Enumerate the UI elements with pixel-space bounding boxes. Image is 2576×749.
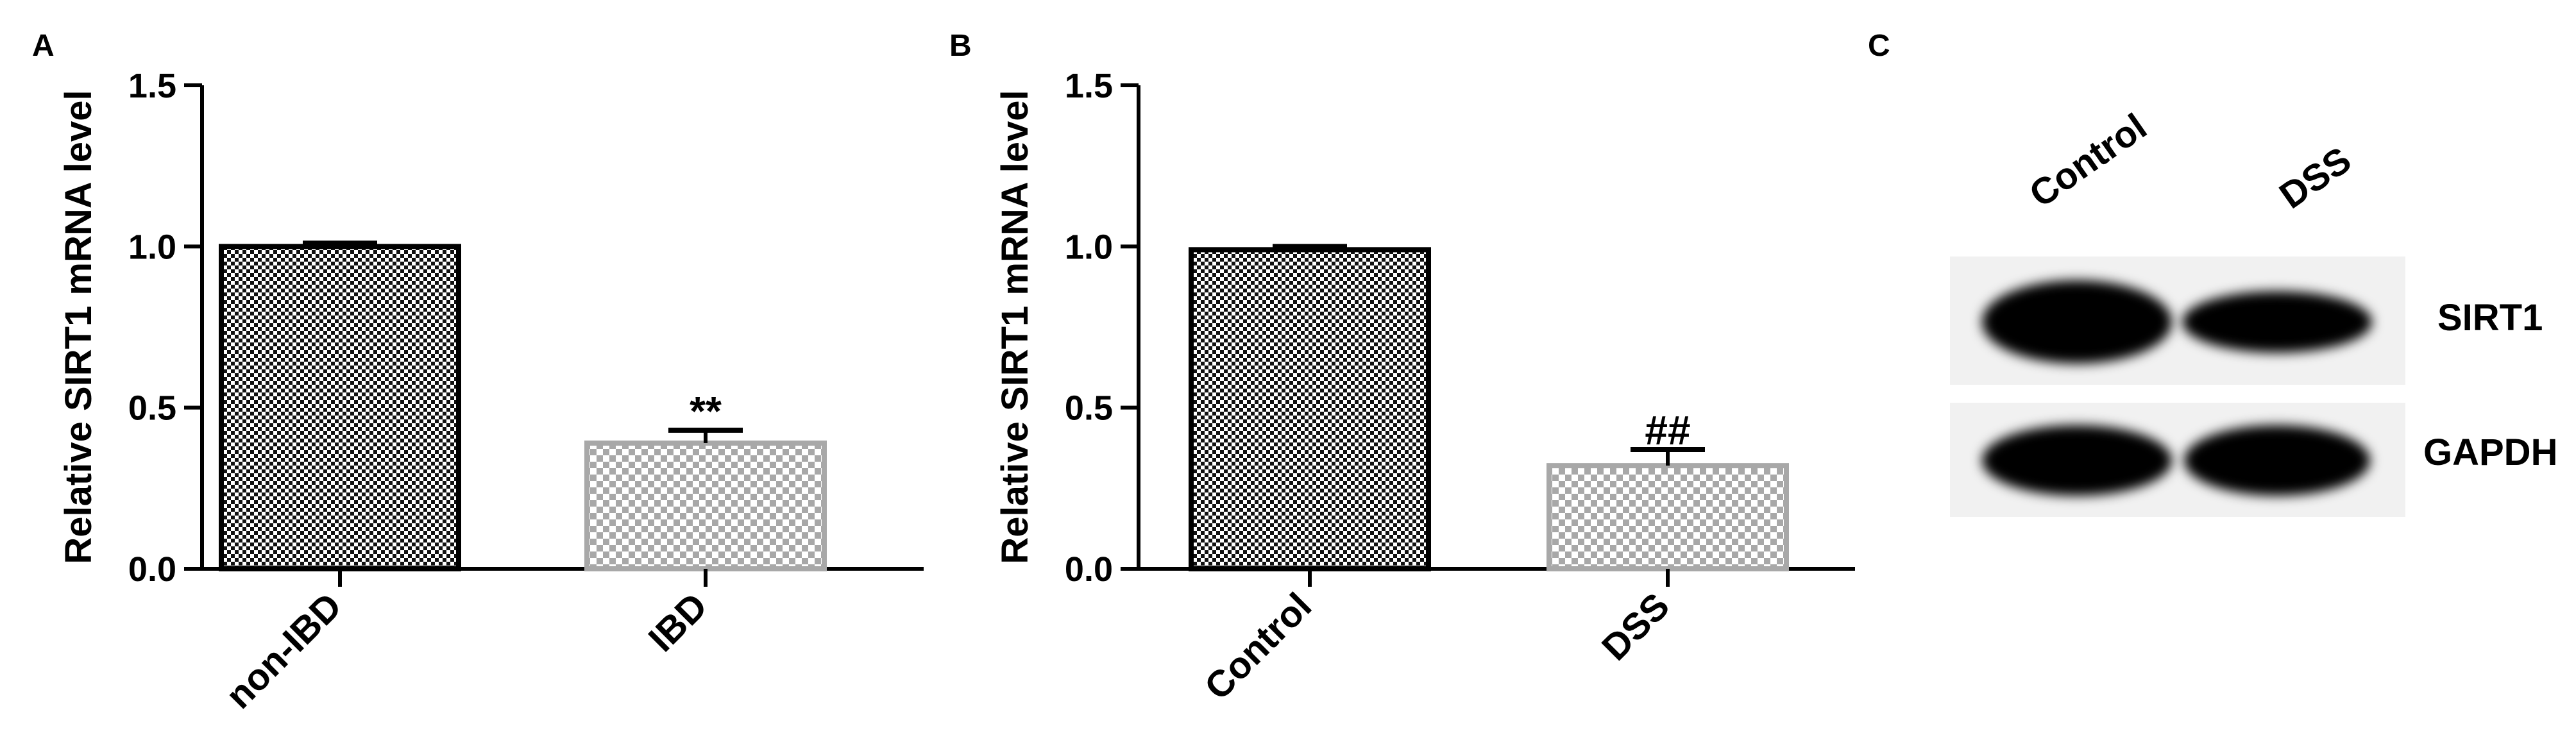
y-tick-label: 0.0 [1065, 550, 1113, 589]
x-tick-label: Control [1196, 585, 1319, 708]
y-tick-label: 0.0 [128, 550, 176, 589]
bar-dss [1546, 463, 1789, 571]
band-sirt1-dss [2182, 291, 2372, 353]
y-tick-label: 0.5 [1065, 389, 1113, 428]
bar-ibd [584, 440, 827, 572]
band-gapdh-dss [2184, 425, 2370, 496]
x-tick-label: DSS [1594, 585, 1677, 668]
y-tick-label: 0.5 [128, 389, 176, 428]
y-axis-label: Relative SIRT1 mRNA level [994, 90, 1036, 564]
bar-non-ibd [219, 244, 461, 571]
panel-letter-c: C [1868, 29, 1890, 63]
blot-row-label-gapdh: GAPDH [2423, 432, 2558, 473]
y-tick-label: 1.0 [1065, 228, 1113, 266]
bar-chart-b: 0.0 0.5 1.0 1.5 Relative SIRT1 mRNA level Con… [994, 67, 1855, 708]
y-tick-label: 1.5 [1065, 67, 1113, 105]
band-gapdh-control [1982, 425, 2172, 496]
y-axis-label: Relative SIRT1 mRNA level [58, 90, 99, 564]
y-tick-label: 1.0 [128, 228, 176, 266]
x-tick-label: IBD [641, 585, 716, 660]
panel-letter-b: B [949, 29, 972, 63]
significance-marker: ** [690, 388, 722, 434]
band-sirt1-control [1982, 280, 2172, 364]
bar-chart-a: 0.0 0.5 1.0 1.5 Relative SIRT1 mRNA level non… [58, 67, 924, 717]
y-tick-label: 1.5 [128, 67, 176, 105]
significance-marker: ## [1645, 407, 1690, 453]
western-blot [1950, 257, 2405, 517]
bar-control [1189, 247, 1431, 571]
x-tick-label: non-IBD [218, 585, 350, 716]
panel-letter-a: A [32, 29, 55, 63]
blot-row-label-sirt1: SIRT1 [2437, 297, 2543, 339]
